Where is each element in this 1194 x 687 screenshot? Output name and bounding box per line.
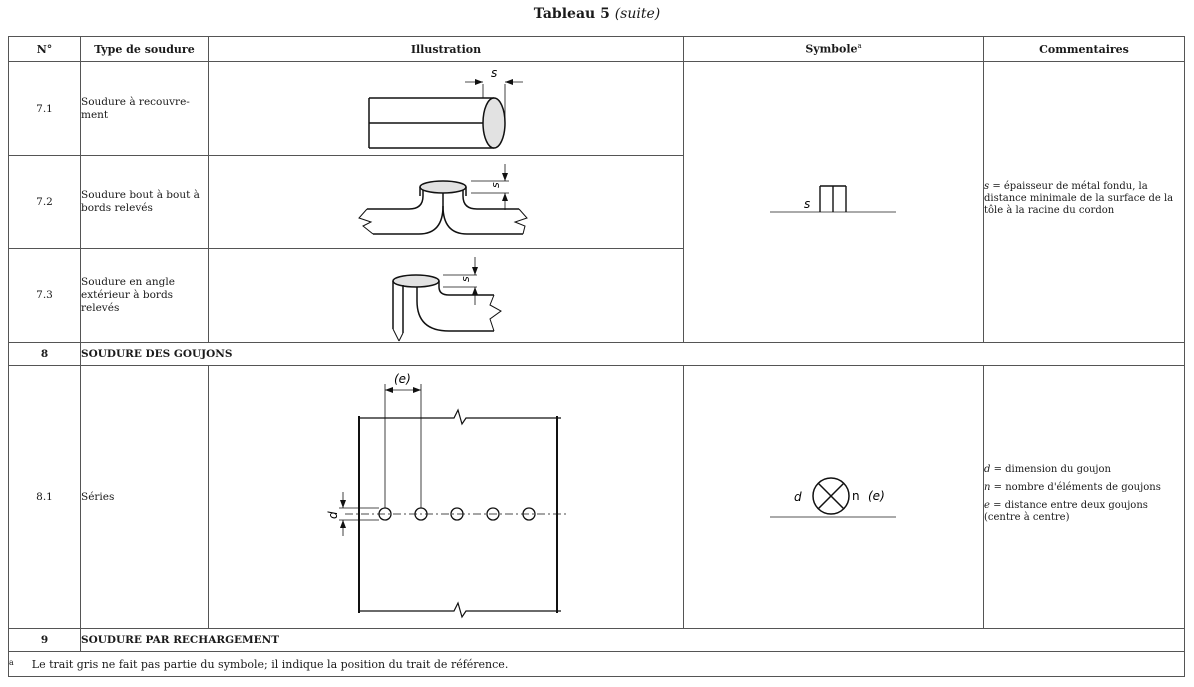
section-num: 8	[8, 342, 81, 366]
comment-var: n	[984, 482, 991, 493]
comment-var: d	[984, 464, 991, 475]
comment-text: = dimension du goujon	[990, 464, 1111, 475]
table-row: 8.1 Séries	[8, 365, 1185, 629]
header-symbol: Symbolea	[683, 36, 984, 62]
table-title-sub: (suite)	[614, 6, 661, 22]
section-row: 9 SOUDURE PAR RECHARGEMENT	[8, 628, 1185, 652]
section-row: 8 SOUDURE DES GOUJONS	[8, 342, 1185, 366]
table-row: 7.1 Soudure à recouvre-ment s	[8, 60, 1185, 343]
table-title: Tableau 5 (suite)	[0, 6, 1194, 22]
comment-d: d = dimension du goujon	[984, 464, 1184, 476]
row-type: Soudure en angle extérieur à bords relev…	[80, 247, 209, 344]
dimension-s-label: s	[491, 66, 497, 80]
comment-text-s: = épaisseur de métal fondu, la distance …	[984, 181, 1174, 216]
section-num: 9	[8, 628, 81, 652]
row-type: Séries	[80, 365, 209, 629]
table-title-main: Tableau 5	[533, 6, 610, 22]
section-label: SOUDURE DES GOUJONS	[80, 342, 1185, 366]
header-symbol-sup: a	[857, 42, 862, 51]
comment-text: = distance entre deux goujons (centre à …	[984, 500, 1148, 523]
symbol-n-label: n	[852, 489, 860, 503]
row-num: 8.1	[8, 365, 81, 629]
comment-var-s: s	[984, 181, 990, 192]
comment-var: e	[984, 500, 990, 511]
dimension-s-label: s	[459, 276, 472, 282]
header-num: N°	[8, 36, 81, 62]
row-num: 7.1	[8, 60, 81, 157]
comments-stud: d = dimension du goujon n = nombre d'élé…	[983, 365, 1185, 629]
footnote-row: a Le trait gris ne fait pas partie du sym…	[8, 651, 1185, 677]
footnote-mark: a	[9, 657, 14, 667]
row-num: 7.2	[8, 155, 81, 249]
comment-e: e = distance entre deux goujons (centre …	[984, 500, 1184, 524]
table-row: 7.2 Soudure bout à bout à bords relevés	[8, 155, 1185, 249]
symbol-s-label: s	[804, 197, 810, 211]
symbol-stud: d n (e)	[683, 365, 984, 629]
header-type: Type de soudure	[80, 36, 209, 62]
symbol-e-label: (e)	[868, 489, 885, 503]
symbol-group7: s	[683, 61, 984, 343]
illustration-stud-series: (e) d	[208, 365, 684, 629]
dimension-e-label: (e)	[394, 372, 411, 386]
dimension-d-label: d	[326, 511, 340, 519]
comments-group7: s = épaisseur de métal fondu, la distanc…	[983, 61, 1185, 343]
header-symbol-label: Symbole	[805, 42, 858, 56]
header-row: N° Type de soudure Illustration Symbolea…	[8, 36, 1185, 62]
row-type: Soudure à recouvre-ment	[80, 60, 209, 157]
symbol-d-label: d	[794, 490, 802, 504]
header-comments: Commentaires	[983, 36, 1185, 62]
comment-n: n = nombre d'éléments de goujons	[984, 482, 1184, 494]
footnote-text: Le trait gris ne fait pas partie du symb…	[31, 657, 509, 671]
weld-table: N° Type de soudure Illustration Symbolea…	[8, 36, 1185, 677]
illustration-flange-butt-weld: s	[208, 155, 684, 249]
footnote: a Le trait gris ne fait pas partie du sym…	[8, 651, 1185, 677]
illustration-lap-weld: s	[208, 60, 684, 157]
row-type: Soudure bout à bout à bords relevés	[80, 155, 209, 249]
section-label: SOUDURE PAR RECHARGEMENT	[80, 628, 1185, 652]
table-row: 7.3 Soudure en angle extérieur à bords r…	[8, 247, 1185, 344]
comment-text: = nombre d'éléments de goujons	[990, 482, 1161, 493]
header-illustration: Illustration	[208, 36, 684, 62]
row-num: 7.3	[8, 247, 81, 344]
dimension-s-label: s	[489, 182, 502, 188]
illustration-flange-corner-weld: s	[208, 247, 684, 344]
